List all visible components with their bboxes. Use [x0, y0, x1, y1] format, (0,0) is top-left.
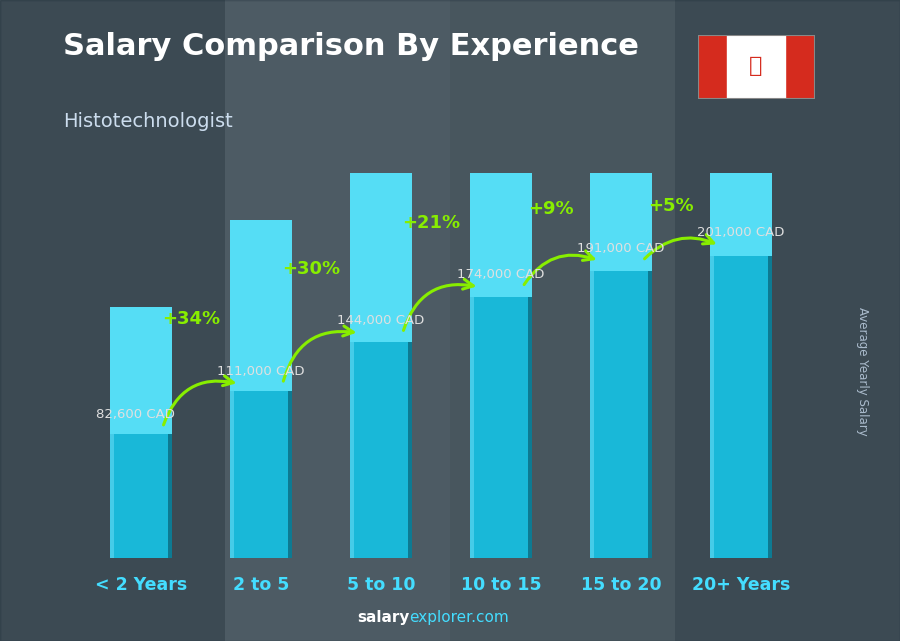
Bar: [785, 35, 814, 99]
Bar: [590, 264, 652, 558]
Text: 144,000 CAD: 144,000 CAD: [338, 314, 425, 327]
Text: 201,000 CAD: 201,000 CAD: [698, 226, 785, 239]
Bar: [168, 431, 172, 558]
Bar: [470, 290, 474, 558]
Bar: [769, 249, 772, 558]
Bar: [528, 290, 532, 558]
Bar: [350, 336, 412, 558]
Text: +5%: +5%: [649, 197, 694, 215]
Text: +21%: +21%: [402, 213, 461, 231]
Text: +9%: +9%: [528, 200, 574, 218]
Bar: [649, 264, 652, 558]
Bar: [289, 387, 293, 558]
Bar: [350, 120, 412, 342]
Text: Average Yearly Salary: Average Yearly Salary: [856, 308, 868, 436]
Bar: [110, 431, 114, 558]
Bar: [710, 249, 772, 558]
Bar: [590, 0, 652, 271]
Bar: [710, 0, 772, 256]
Bar: [698, 35, 727, 99]
Bar: [350, 336, 355, 558]
Bar: [409, 336, 412, 558]
Text: +34%: +34%: [162, 310, 220, 328]
Bar: [710, 249, 715, 558]
Text: 174,000 CAD: 174,000 CAD: [457, 268, 544, 281]
Bar: [727, 35, 785, 99]
Bar: [470, 290, 532, 558]
Bar: [470, 29, 532, 297]
Bar: [110, 431, 172, 558]
Text: explorer.com: explorer.com: [410, 610, 509, 625]
Text: 🍁: 🍁: [750, 56, 762, 76]
Text: +30%: +30%: [283, 260, 340, 278]
Bar: [230, 387, 292, 558]
Text: 191,000 CAD: 191,000 CAD: [577, 242, 665, 254]
Text: salary: salary: [357, 610, 410, 625]
Text: 82,600 CAD: 82,600 CAD: [95, 408, 175, 421]
Bar: [230, 387, 234, 558]
Bar: [230, 221, 292, 391]
Text: Salary Comparison By Experience: Salary Comparison By Experience: [63, 32, 639, 61]
Bar: [110, 306, 172, 434]
Text: Histotechnologist: Histotechnologist: [63, 112, 233, 131]
Bar: [590, 264, 594, 558]
Text: 111,000 CAD: 111,000 CAD: [217, 365, 305, 378]
